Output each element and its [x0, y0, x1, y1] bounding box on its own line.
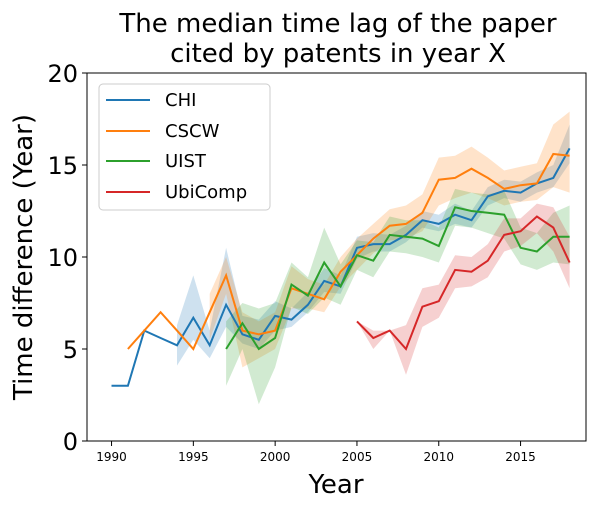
x-tick-label-1995: 1995 — [178, 450, 209, 464]
y-axis-label: Time difference (Year) — [9, 114, 39, 401]
legend: CHI CSCW UIST UbiComp — [98, 83, 271, 211]
x-axis-label: Year — [307, 470, 363, 500]
legend-label-chi: CHI — [165, 90, 196, 111]
chart-title-line-2: cited by patents in year X — [170, 39, 506, 69]
y-tick-label-20: 20 — [47, 60, 78, 88]
legend-label-cscw: CSCW — [165, 121, 220, 142]
line-cscw — [127, 152, 570, 351]
y-tick-label-0: 0 — [63, 428, 78, 456]
x-tick-label-2010: 2010 — [423, 450, 454, 464]
line-uist — [225, 206, 570, 351]
band-uist — [226, 188, 570, 405]
y-tick-label-10: 10 — [47, 244, 78, 272]
legend-label-uist: UIST — [165, 151, 207, 172]
y-tick-label-5: 5 — [63, 336, 78, 364]
x-tick-label-2000: 2000 — [260, 450, 291, 464]
x-tick-label-1990: 1990 — [96, 450, 127, 464]
band-cscw — [209, 111, 570, 368]
x-tick-label-2005: 2005 — [342, 450, 373, 464]
x-tick-label-2015: 2015 — [505, 450, 536, 464]
band-ubicomp — [357, 203, 570, 375]
y-axis-ticks: 0 5 10 15 20 — [47, 60, 87, 456]
series-lines — [111, 147, 571, 387]
x-axis-ticks: 1990 1995 2000 2005 2010 2015 — [96, 441, 536, 464]
legend-label-ubicomp: UbiComp — [165, 182, 247, 203]
chart-title-line-1: The median time lag of the paper — [118, 9, 556, 39]
legend-box — [98, 83, 271, 211]
line-ubicomp — [356, 215, 571, 351]
y-tick-label-15: 15 — [47, 152, 78, 180]
